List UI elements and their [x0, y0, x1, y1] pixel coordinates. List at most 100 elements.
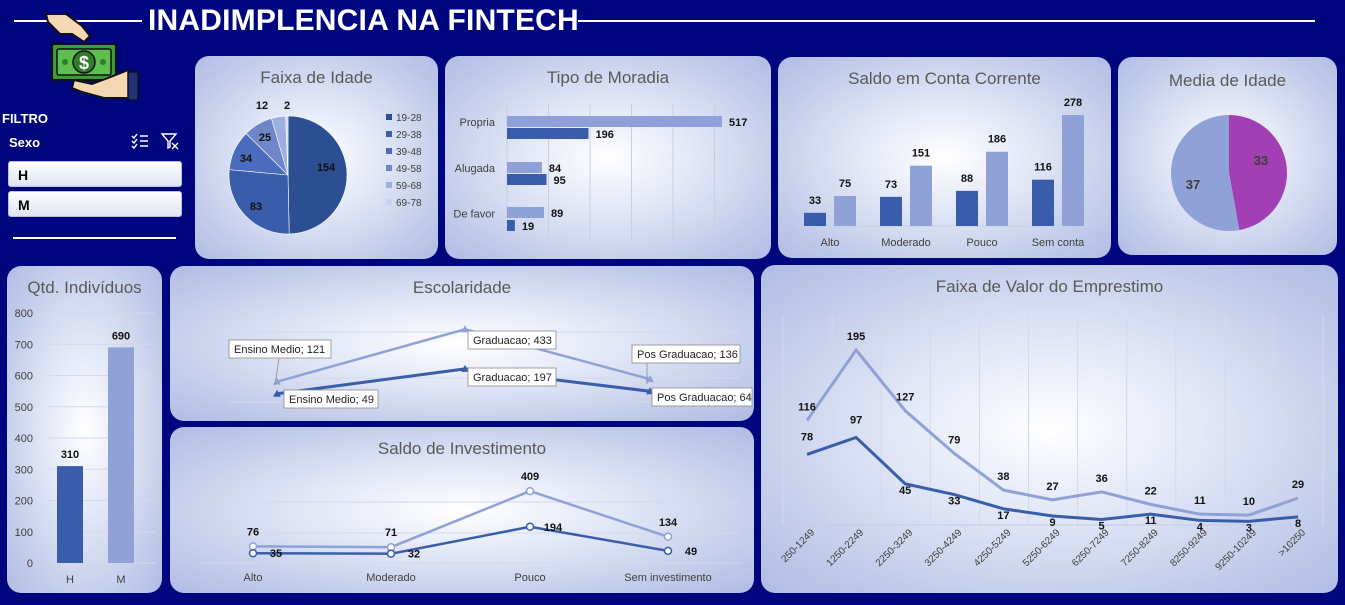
- bar: [1062, 115, 1084, 226]
- legend-label: 49-58: [396, 164, 422, 175]
- y-tick-label: 700: [15, 339, 33, 351]
- category-label: Sem investimento: [624, 572, 711, 584]
- category-label: H: [66, 574, 74, 586]
- y-tick-label: 400: [15, 433, 33, 445]
- category-label: Moderado: [366, 572, 416, 584]
- individuals-title: Qtd. Indivíduos: [27, 278, 142, 297]
- series-line: [252, 525, 669, 555]
- category-label: Alto: [244, 572, 263, 584]
- category-label: 5250-6249: [1021, 527, 1063, 569]
- callout-leader: [274, 357, 280, 386]
- legend-label: 59-68: [396, 181, 422, 192]
- legend-label: 39-48: [396, 147, 422, 158]
- category-label: 7250-8249: [1119, 527, 1161, 569]
- category-label: >10250: [1277, 527, 1309, 559]
- category-label: 2250-3249: [874, 527, 916, 569]
- data-label: 33: [1254, 153, 1268, 168]
- age-range-card: Faixa de Idade 154 83 34 25 12 2 19-28 29-38 39-…: [195, 56, 438, 259]
- clear-filter-icon[interactable]: [160, 132, 180, 150]
- data-label: 5: [1099, 521, 1105, 533]
- y-tick-label: 100: [15, 527, 33, 539]
- data-label: 194: [544, 522, 563, 534]
- individuals-card: Qtd. Indivíduos 0 100 200 300 400 500 600 700 80…: [7, 266, 162, 593]
- slicer-option-m[interactable]: M: [8, 191, 182, 217]
- data-label: 78: [801, 431, 813, 443]
- data-label: 690: [112, 330, 130, 342]
- data-label: 35: [270, 548, 282, 560]
- data-label: 25: [259, 132, 271, 144]
- category-label: Pouco: [514, 572, 545, 584]
- legend-swatch: [386, 199, 392, 205]
- category-label: Alugada: [455, 163, 496, 175]
- data-label: 38: [997, 471, 1009, 483]
- data-point: [461, 364, 469, 372]
- bar: [880, 196, 902, 226]
- data-label: 88: [961, 173, 973, 185]
- data-point: [663, 532, 673, 542]
- data-label: 134: [659, 517, 678, 529]
- education-title: Escolaridade: [412, 278, 512, 297]
- legend-swatch: [386, 165, 392, 171]
- callout-box: [651, 387, 753, 407]
- series-line: [805, 347, 1299, 517]
- education-line-chart: Ensino Medio; 121 Graduacao; 433 Pos Gradu…: [228, 325, 753, 409]
- multi-select-icon[interactable]: [130, 132, 150, 150]
- data-label: 75: [839, 178, 851, 190]
- category-label: 1250-2249: [825, 527, 867, 569]
- category-label: Propria: [460, 117, 496, 129]
- data-label: 116: [1034, 162, 1052, 174]
- data-point: [248, 542, 258, 551]
- age-range-pie-chart: 154 83 34 25 12 2 19-28 29-38 39-48 49-58 59-68 69-…: [228, 100, 422, 235]
- investment-title: Saldo de Investimento: [377, 439, 547, 458]
- bar: [507, 220, 515, 231]
- category-label: Alto: [821, 237, 840, 249]
- data-label: 33: [809, 195, 821, 207]
- title-rule-right: [578, 20, 1315, 22]
- filter-label: FILTRO: [2, 111, 48, 126]
- bar: [57, 466, 83, 563]
- category-label: 9250-10249: [1213, 527, 1259, 573]
- bar: [507, 128, 589, 139]
- series-line: [806, 435, 1299, 523]
- legend-swatch: [386, 148, 392, 154]
- slicer-option-h[interactable]: H: [8, 161, 182, 187]
- mean-age-title: Media de Idade: [1168, 71, 1287, 90]
- data-label: 89: [551, 208, 563, 220]
- data-label: 79: [948, 435, 960, 447]
- category-label: 3250-4249: [923, 527, 965, 569]
- y-tick-label: 500: [15, 402, 33, 414]
- data-label: 116: [798, 401, 816, 413]
- bar: [507, 162, 542, 173]
- mean-age-pie-chart: 33 37: [1171, 115, 1287, 231]
- checking-bar-chart: 33 75 Alto 73 151 Moderado 88 186 Pouco 116 278 Sem…: [798, 97, 1096, 249]
- bar: [804, 212, 826, 226]
- investment-card: Saldo de Investimento 76 71 409 134 35 32 194 4…: [170, 427, 754, 593]
- bar: [956, 190, 978, 226]
- data-point: [525, 486, 535, 496]
- bar: [910, 165, 932, 226]
- data-label: Ensino Medio; 49: [289, 394, 374, 406]
- data-label: 9: [1049, 517, 1055, 529]
- callout-box: [631, 344, 741, 364]
- data-label: 73: [885, 179, 897, 191]
- data-label: 33: [948, 496, 960, 508]
- category-label: 4250-5249: [972, 527, 1014, 569]
- data-label: 29: [1292, 479, 1304, 491]
- data-label: 4: [1197, 521, 1204, 533]
- category-label: 250-1249: [779, 527, 817, 565]
- y-tick-label: 200: [15, 496, 33, 508]
- money-hand-icon: $: [44, 13, 139, 100]
- y-tick-label: 600: [15, 371, 33, 383]
- data-label: Graduacao; 433: [473, 335, 552, 347]
- data-label: 409: [521, 471, 539, 483]
- data-point: [525, 522, 535, 532]
- data-label: 2: [284, 100, 290, 112]
- loan-range-title: Faixa de Valor do Emprestimo: [935, 277, 1164, 296]
- housing-card: Tipo de Moradia 517 196 Propria 84 95 Alugada…: [445, 56, 771, 259]
- y-tick-label: 300: [15, 464, 33, 476]
- data-label: 37: [1186, 177, 1200, 192]
- data-point: [663, 546, 673, 556]
- data-label: 10: [1243, 496, 1255, 508]
- series-line: [276, 327, 651, 383]
